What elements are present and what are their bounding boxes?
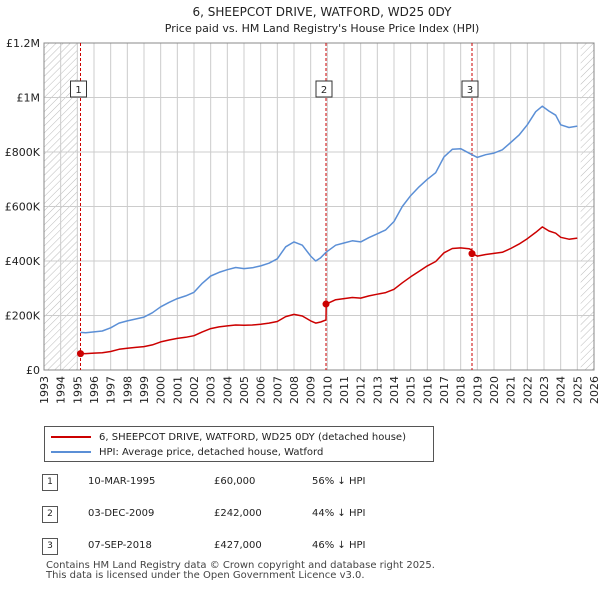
series-line-hpi <box>80 105 578 334</box>
sale-label-number: 2 <box>321 85 327 96</box>
sale-label-box <box>461 80 479 98</box>
x-tick-label: 2023 <box>538 376 551 404</box>
sale-date: 07-SEP-2018 <box>88 540 152 551</box>
x-tick-label: 2022 <box>521 376 534 404</box>
sale-price: £60,000 <box>214 476 256 487</box>
x-tick-label: 2019 <box>471 376 484 404</box>
footer-license: This data is licensed under the Open Gov… <box>46 570 365 581</box>
x-tick-label: 1996 <box>88 376 101 404</box>
footer-copyright: Contains HM Land Registry data © Crown c… <box>46 560 435 571</box>
sale-hpi-diff: 44% ↓ HPI <box>312 508 366 519</box>
x-tick-label: 1995 <box>71 376 84 404</box>
sale-label-number: 3 <box>467 85 473 96</box>
sale-row: 2 03-DEC-2009 £242,000 44% ↓ HPI <box>42 506 562 526</box>
legend-swatch-property <box>51 436 91 438</box>
x-tick-label: 2008 <box>288 376 301 404</box>
x-tick-label: 2024 <box>555 376 568 404</box>
sale-row: 1 10-MAR-1995 £60,000 56% ↓ HPI <box>42 474 562 494</box>
y-tick-label: £800K <box>5 146 41 159</box>
sale-point <box>77 350 84 358</box>
sale-hpi-diff: 46% ↓ HPI <box>312 540 366 551</box>
x-tick-label: 2012 <box>355 376 368 404</box>
plot-frame <box>43 42 595 371</box>
x-tick-label: 2001 <box>171 376 184 404</box>
y-tick-label: £200K <box>5 310 41 323</box>
x-tick-label: 2017 <box>438 376 451 404</box>
x-tick-label: 2009 <box>305 376 318 404</box>
sale-number-badge: 3 <box>42 538 58 555</box>
y-tick-label: £600K <box>5 201 41 214</box>
sale-point <box>322 300 330 308</box>
x-tick-label: 2005 <box>238 376 251 404</box>
legend-item-hpi: HPI: Average price, detached house, Watf… <box>51 445 323 459</box>
legend: 6, SHEEPCOT DRIVE, WATFORD, WD25 0DY (de… <box>44 426 434 462</box>
legend-label-hpi: HPI: Average price, detached house, Watf… <box>99 446 324 458</box>
legend-label-property: 6, SHEEPCOT DRIVE, WATFORD, WD25 0DY (de… <box>99 431 406 443</box>
sale-label-number: 1 <box>75 85 81 96</box>
chart-subtitle: Price paid vs. HM Land Registry's House … <box>165 22 480 35</box>
sale-label-box <box>315 80 333 98</box>
x-tick-label: 2007 <box>271 376 284 404</box>
price-chart: 6, SHEEPCOT DRIVE, WATFORD, WD25 0DY Pri… <box>5 5 600 404</box>
legend-item-property: 6, SHEEPCOT DRIVE, WATFORD, WD25 0DY (de… <box>51 430 406 444</box>
y-tick-label: £1.2M <box>6 37 40 50</box>
x-tick-label: 2025 <box>571 376 584 404</box>
sale-price: £427,000 <box>214 540 262 551</box>
x-tick-label: 2006 <box>255 376 268 404</box>
x-tick-label: 2010 <box>321 376 334 404</box>
sale-point <box>468 250 476 258</box>
y-tick-label: £400K <box>5 255 41 268</box>
x-tick-label: 1994 <box>55 376 68 404</box>
x-tick-label: 2004 <box>221 376 234 404</box>
x-tick-label: 1999 <box>138 376 151 404</box>
x-tick-label: 2015 <box>405 376 418 404</box>
sale-date: 03-DEC-2009 <box>88 508 155 519</box>
sale-hpi-diff: 56% ↓ HPI <box>312 476 366 487</box>
x-tick-label: 2000 <box>155 376 168 404</box>
x-tick-label: 2016 <box>421 376 434 404</box>
x-tick-label: 2020 <box>488 376 501 404</box>
x-tick-label: 2002 <box>188 376 201 404</box>
x-tick-label: 1998 <box>121 376 134 404</box>
x-tick-label: 2026 <box>588 376 600 404</box>
sale-price: £242,000 <box>214 508 262 519</box>
footer: Contains HM Land Registry data © Crown c… <box>46 561 435 581</box>
sale-date: 10-MAR-1995 <box>88 476 156 487</box>
y-tick-label: £0 <box>26 364 40 377</box>
sale-label-box <box>70 80 87 98</box>
x-tick-label: 2011 <box>338 376 351 404</box>
x-tick-label: 2018 <box>455 376 468 404</box>
x-tick-label: 2014 <box>388 376 401 404</box>
x-tick-label: 2003 <box>205 376 218 404</box>
x-tick-label: 2013 <box>371 376 384 404</box>
x-tick-label: 1997 <box>105 376 118 404</box>
legend-swatch-hpi <box>51 451 91 453</box>
series-line-property <box>80 226 578 355</box>
sale-number-badge: 2 <box>42 506 58 523</box>
sale-number-badge: 1 <box>42 474 58 491</box>
y-tick-label: £1M <box>17 92 41 105</box>
x-tick-label: 1993 <box>38 376 51 404</box>
sale-row: 3 07-SEP-2018 £427,000 46% ↓ HPI <box>42 538 562 558</box>
chart-title: 6, SHEEPCOT DRIVE, WATFORD, WD25 0DY <box>193 5 453 19</box>
x-tick-label: 2021 <box>505 376 518 404</box>
